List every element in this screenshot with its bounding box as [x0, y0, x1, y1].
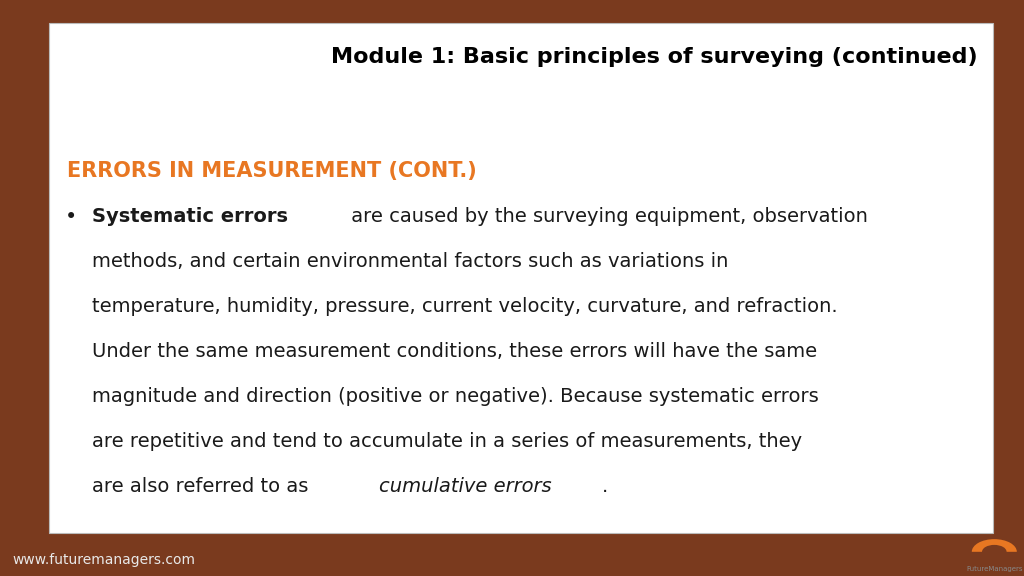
Text: are also referred to as: are also referred to as [92, 477, 314, 496]
Text: ERRORS IN MEASUREMENT (CONT.): ERRORS IN MEASUREMENT (CONT.) [67, 161, 476, 181]
Text: Systematic errors: Systematic errors [92, 207, 288, 226]
Text: .: . [602, 477, 608, 496]
Text: www.futuremanagers.com: www.futuremanagers.com [12, 553, 196, 567]
Text: are repetitive and tend to accumulate in a series of measurements, they: are repetitive and tend to accumulate in… [92, 432, 802, 451]
Text: methods, and certain environmental factors such as variations in: methods, and certain environmental facto… [92, 252, 728, 271]
Bar [49, 23, 993, 533]
Text: Under the same measurement conditions, these errors will have the same: Under the same measurement conditions, t… [92, 342, 817, 361]
Text: •: • [65, 207, 77, 228]
Text: temperature, humidity, pressure, current velocity, curvature, and refraction.: temperature, humidity, pressure, current… [92, 297, 838, 316]
Text: Module 1: Basic principles of surveying (continued): Module 1: Basic principles of surveying … [332, 47, 978, 67]
Text: are caused by the surveying equipment, observation: are caused by the surveying equipment, o… [345, 207, 868, 226]
Text: magnitude and direction (positive or negative). Because systematic errors: magnitude and direction (positive or neg… [92, 387, 819, 406]
Text: cumulative errors: cumulative errors [380, 477, 552, 496]
Text: FutureManagers: FutureManagers [966, 566, 1023, 572]
Wedge shape [972, 539, 1017, 552]
